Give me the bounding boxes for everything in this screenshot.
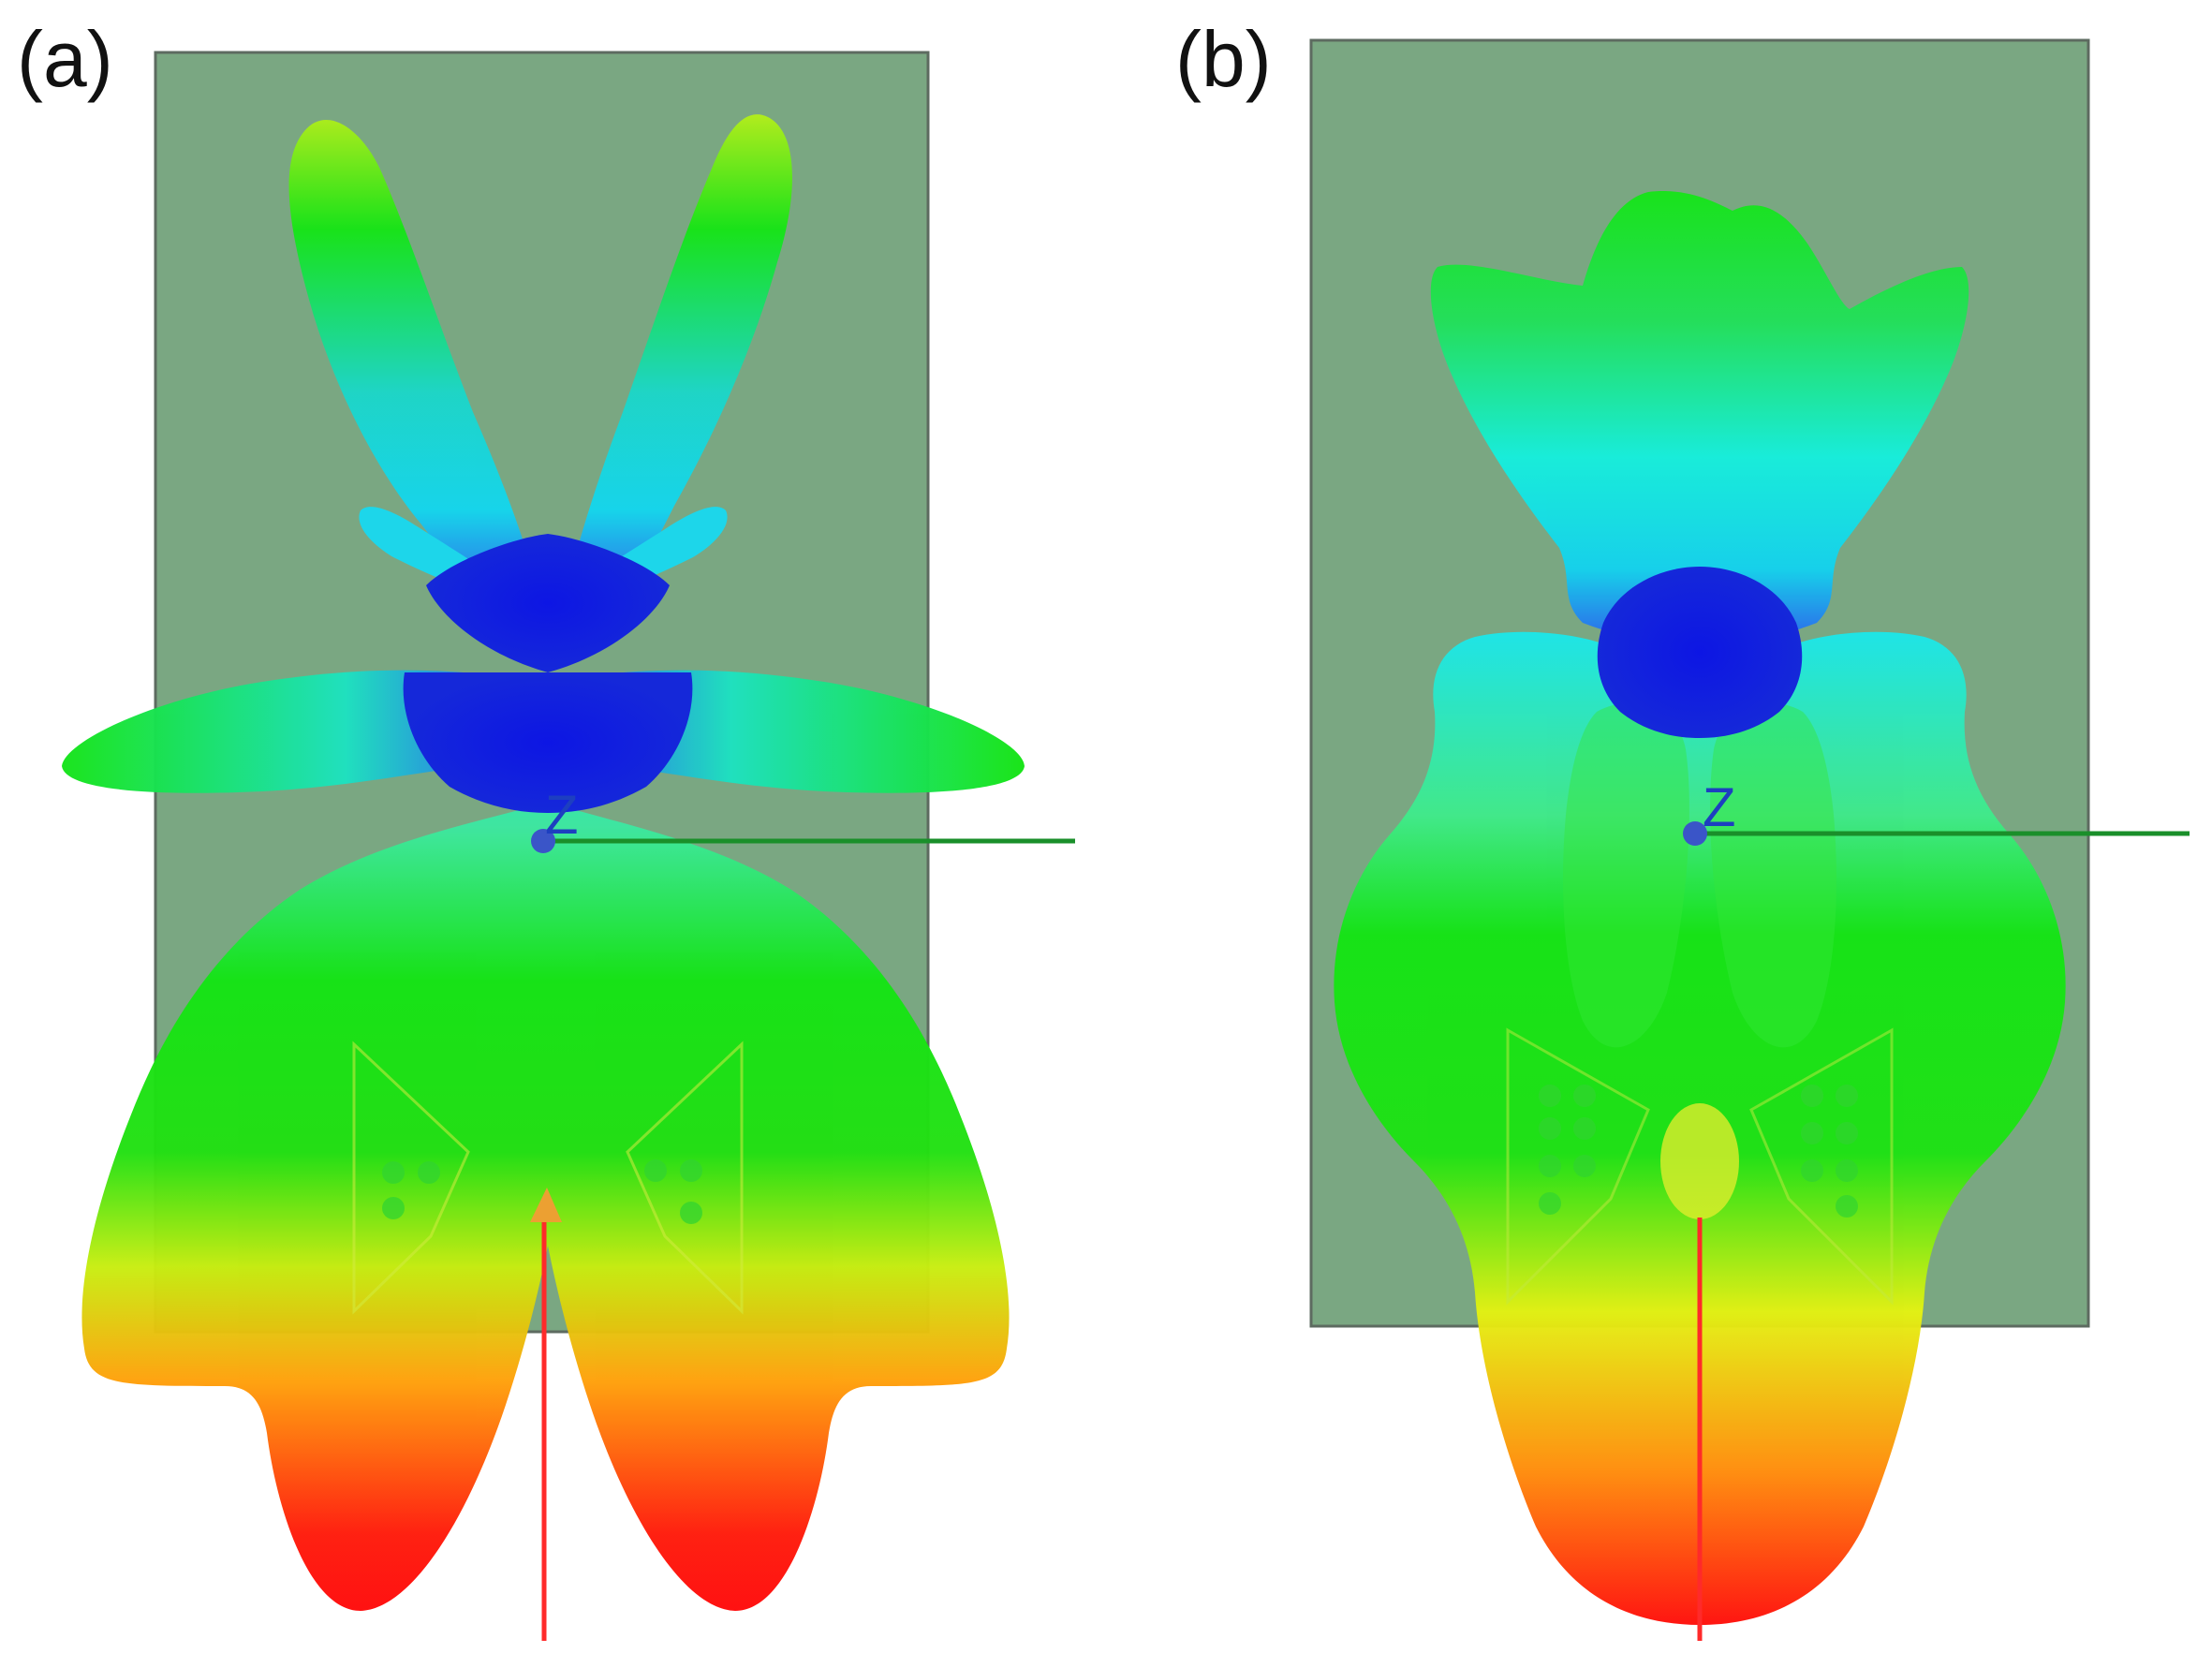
panel-b-feed-center (1660, 1103, 1739, 1219)
panel-b-upper-lobe (1430, 191, 1969, 652)
panel-a-upper-null-core (426, 534, 670, 672)
panel-a-radiation-pattern (62, 114, 1025, 1611)
panel-a-feed-right (626, 1041, 744, 1315)
panel-b-feed-left (1506, 1027, 1650, 1306)
panel-a-lower-null-core (403, 672, 693, 813)
panel-a-feed-tip (530, 1188, 562, 1222)
panel-a-upper-right-lobe (553, 114, 793, 656)
panel-b-origin-marker (1683, 821, 1707, 846)
panel-a-upper-left-lobe (288, 120, 553, 656)
panel-b-z-axis-label: Z (1703, 777, 1735, 838)
panel-a-z-axis-label: Z (545, 785, 578, 846)
panel-b-feed-dots (1539, 1085, 1858, 1218)
panel-b-feed-right (1749, 1027, 1894, 1306)
panel-b-radiation-pattern (1334, 191, 2066, 1626)
panel-a-label: (a) (17, 15, 113, 103)
panel-a-origin-marker (531, 829, 555, 853)
panel-b: (b) (1175, 15, 2190, 1641)
panel-b-inner-lobe-right (1710, 702, 1836, 1048)
panel-b-null-core (1597, 567, 1803, 738)
panel-b-inner-lobe-left (1563, 702, 1689, 1048)
panel-a-feed-dots (382, 1159, 702, 1224)
panel-a-feed-left (352, 1041, 470, 1315)
panel-b-label: (b) (1175, 15, 1272, 103)
panel-a: (a) Z (17, 15, 1075, 1641)
